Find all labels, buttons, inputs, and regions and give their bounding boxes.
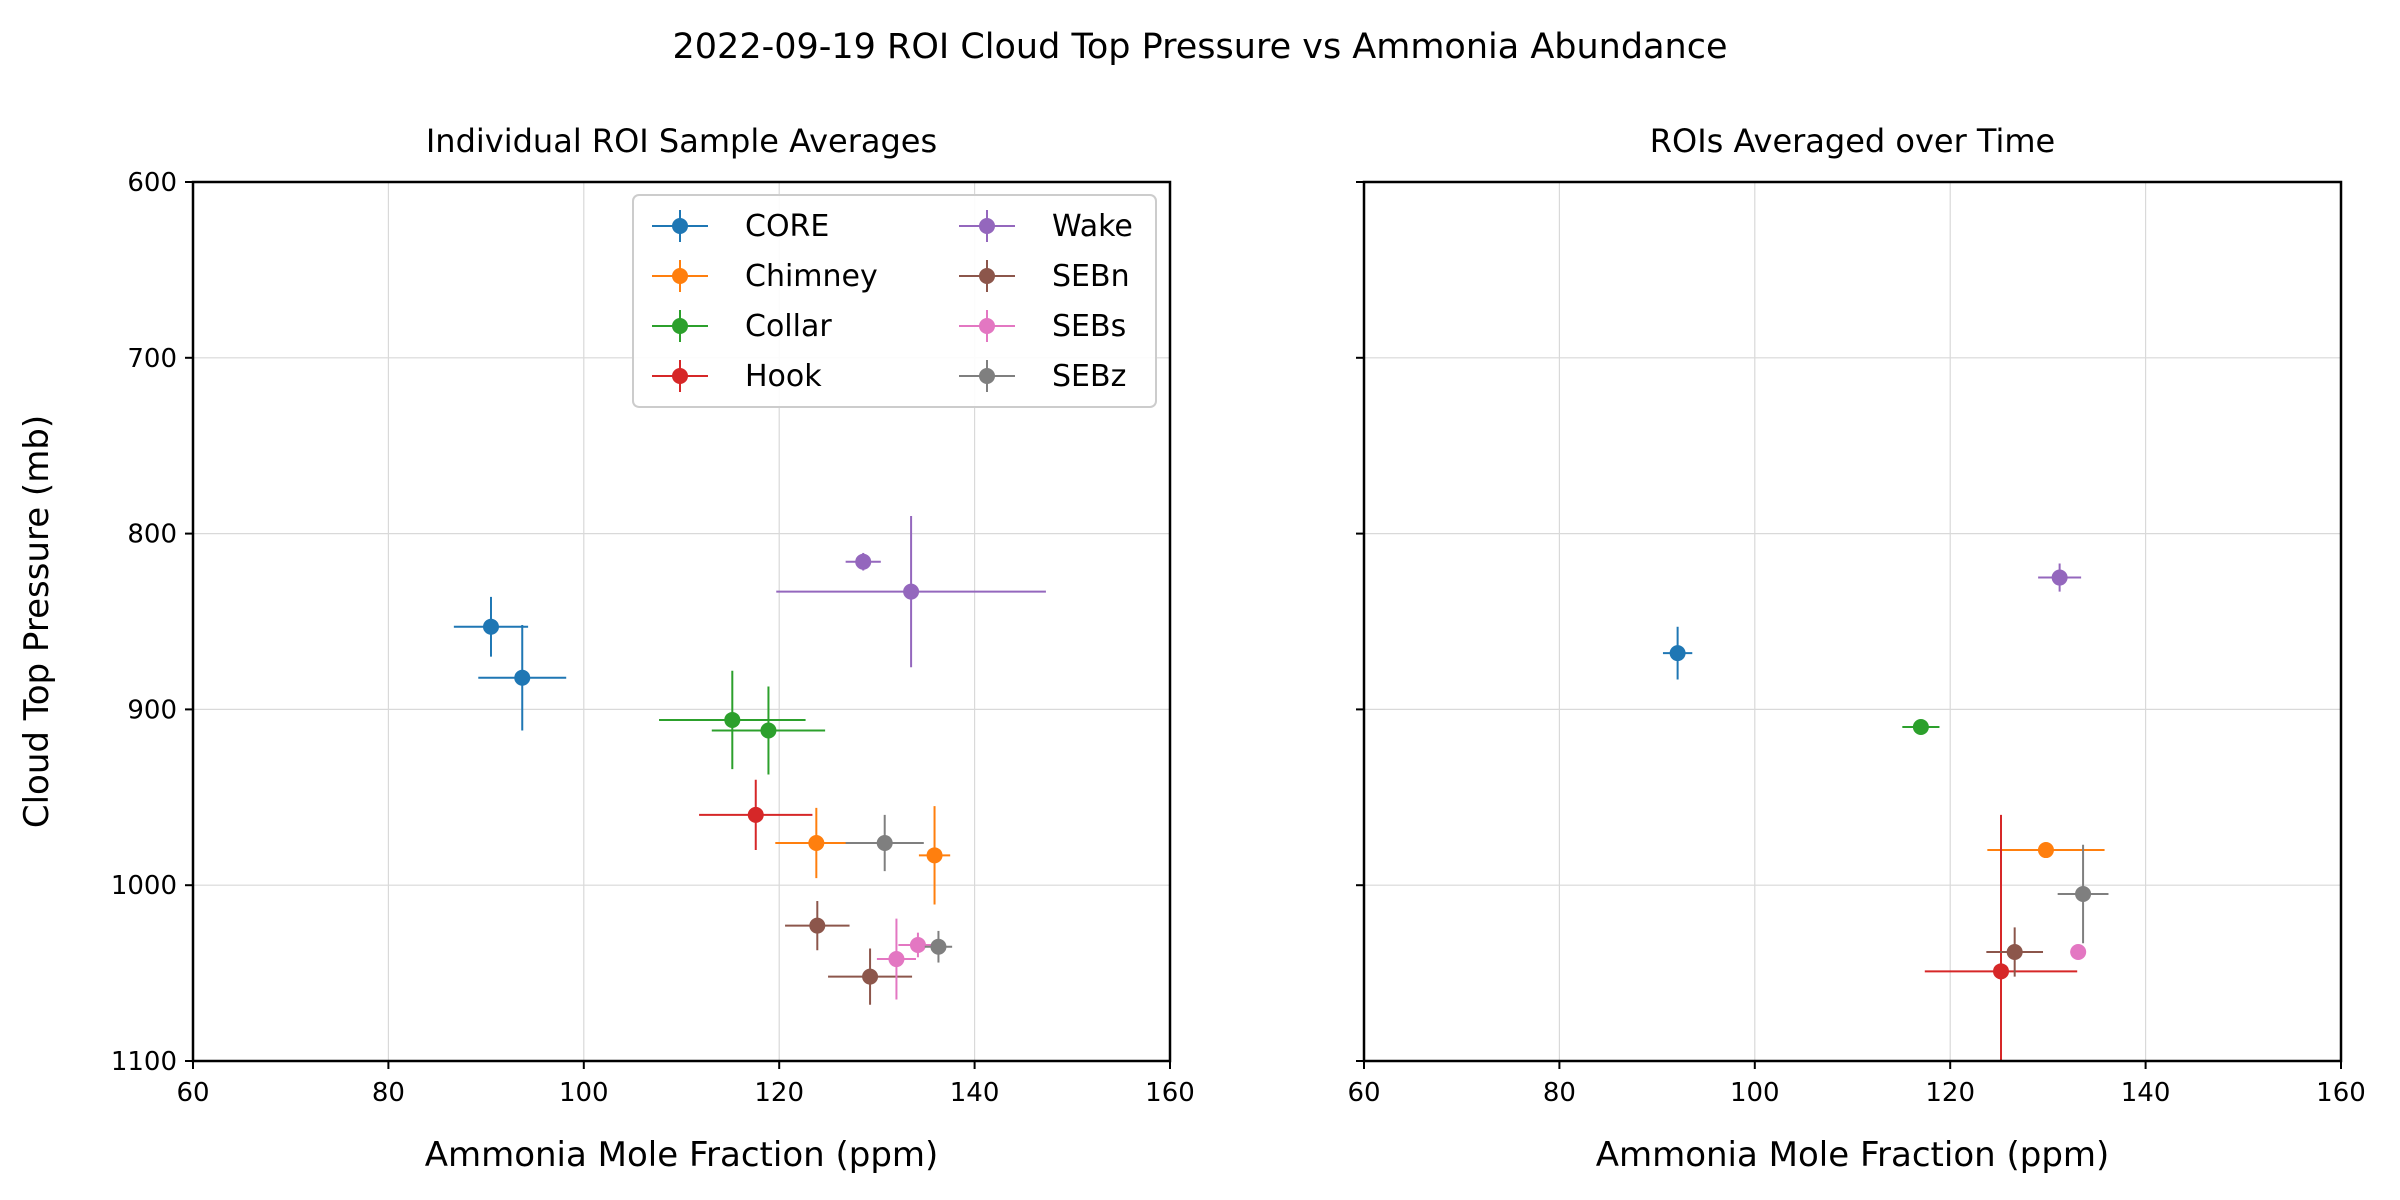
legend-label: SEBz (1052, 359, 1126, 394)
legend-marker (979, 218, 995, 234)
figure-title: 2022-09-19 ROI Cloud Top Pressure vs Amm… (673, 27, 1728, 67)
point-sebn (862, 968, 879, 985)
series-sebz (2057, 844, 2109, 944)
point-sebz (876, 835, 893, 852)
legend-label: SEBs (1052, 309, 1126, 344)
series-collar (659, 670, 826, 775)
x-tick-label: 160 (2316, 1078, 2366, 1108)
point-wake (2051, 569, 2068, 586)
legend-entry-sebn: SEBn (959, 259, 1130, 294)
x-tick-label: 60 (1347, 1078, 1380, 1108)
legend: CORE Chimney Collar Hook Wake SEBn SEBs SEBz (632, 194, 1157, 408)
series-hook (699, 779, 813, 851)
point-sebz (930, 938, 947, 955)
point-sebs (888, 951, 905, 968)
panel-title: ROIs Averaged over Time (1650, 122, 2055, 160)
x-tick-label: 80 (1543, 1078, 1576, 1108)
legend-entry-hook: Hook (652, 359, 822, 394)
legend-label: CORE (745, 209, 829, 244)
point-sebs (909, 936, 926, 953)
x-tick-label: 80 (372, 1078, 405, 1108)
series-sebz (845, 814, 953, 963)
legend-marker (672, 218, 688, 234)
legend-marker (672, 318, 688, 334)
y-axis-label: Cloud Top Pressure (mb) (17, 415, 57, 828)
series-core (453, 596, 567, 731)
point-hook (747, 806, 764, 823)
x-tick-label: 100 (559, 1078, 609, 1108)
point-wake (903, 583, 920, 600)
data-layer (453, 516, 1046, 1005)
y-tick-label: 700 (127, 344, 177, 374)
legend-label: Wake (1052, 209, 1133, 244)
series-collar (1902, 718, 1940, 735)
series-chimney (1987, 842, 2105, 859)
legend-entry-sebs: SEBs (959, 309, 1126, 344)
axes-frame (191, 180, 1172, 1063)
legend-marker (979, 368, 995, 384)
legend-marker (672, 268, 688, 284)
y-tick-label: 900 (127, 695, 177, 725)
point-sebn (809, 917, 826, 934)
series-sebn (785, 901, 913, 1005)
series-chimney (775, 806, 951, 905)
legend-entry-core: CORE (652, 209, 829, 244)
point-core (482, 618, 499, 635)
y-tick-label: 600 (127, 168, 177, 198)
series-wake (2038, 563, 2082, 592)
point-sebn (2006, 944, 2023, 961)
point-hook (1993, 963, 2010, 980)
axes-frame (1362, 180, 2343, 1063)
legend-entry-sebz: SEBz (959, 359, 1126, 394)
left-panel: 60 80 100 120 140 160 600 700 800 900 1000 1100 Indi… (17, 122, 1195, 1175)
legend-entry-chimney: Chimney (652, 259, 878, 294)
point-sebs (2070, 944, 2087, 961)
series-sebs (2070, 944, 2087, 961)
legend-label: Hook (745, 359, 822, 394)
panel-title: Individual ROI Sample Averages (426, 122, 937, 160)
point-chimney (808, 835, 825, 852)
right-panel: 60 80 100 120 140 160 ROIs Averaged over Time A… (1347, 122, 2365, 1175)
series-hook (1924, 814, 2078, 1061)
x-tick-label: 120 (1925, 1078, 1975, 1108)
point-collar (1912, 718, 1929, 735)
series-core (1662, 626, 1693, 680)
series-sebn (1986, 927, 2044, 977)
data-layer (1662, 563, 2109, 1061)
x-tick-label: 60 (176, 1078, 209, 1108)
x-axis-label: Ammonia Mole Fraction (ppm) (1596, 1135, 2110, 1175)
point-wake (855, 553, 872, 570)
y-tick-label: 1100 (111, 1047, 177, 1077)
x-tick-label: 140 (2121, 1078, 2171, 1108)
legend-entry-wake: Wake (959, 209, 1133, 244)
legend-label: Collar (745, 309, 832, 344)
legend-marker (672, 368, 688, 384)
point-collar (724, 711, 741, 728)
y-tick-label: 800 (127, 520, 177, 550)
legend-box (632, 194, 1157, 408)
series-sebs (876, 918, 938, 1000)
legend-label: Chimney (745, 259, 878, 294)
point-collar (760, 722, 777, 739)
series-wake (776, 516, 1046, 668)
x-tick-label: 120 (754, 1078, 804, 1108)
point-chimney (926, 847, 943, 864)
legend-marker (979, 318, 995, 334)
x-tick-label: 100 (1730, 1078, 1780, 1108)
point-chimney (2037, 842, 2054, 859)
point-sebz (2075, 885, 2092, 902)
legend-marker (979, 268, 995, 284)
y-tick-label: 1000 (111, 871, 177, 901)
x-tick-label: 140 (950, 1078, 1000, 1108)
x-tick-label: 160 (1145, 1078, 1195, 1108)
legend-entry-collar: Collar (652, 309, 832, 344)
point-core (1669, 645, 1686, 662)
x-axis-label: Ammonia Mole Fraction (ppm) (425, 1135, 939, 1175)
legend-label: SEBn (1052, 259, 1130, 294)
point-core (514, 669, 531, 686)
